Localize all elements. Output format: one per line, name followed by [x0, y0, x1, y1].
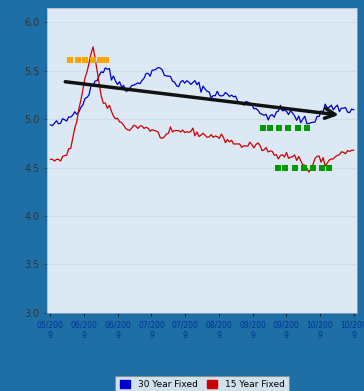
- Legend: 30 Year Fixed, 15 Year Fixed: 30 Year Fixed, 15 Year Fixed: [115, 376, 289, 391]
